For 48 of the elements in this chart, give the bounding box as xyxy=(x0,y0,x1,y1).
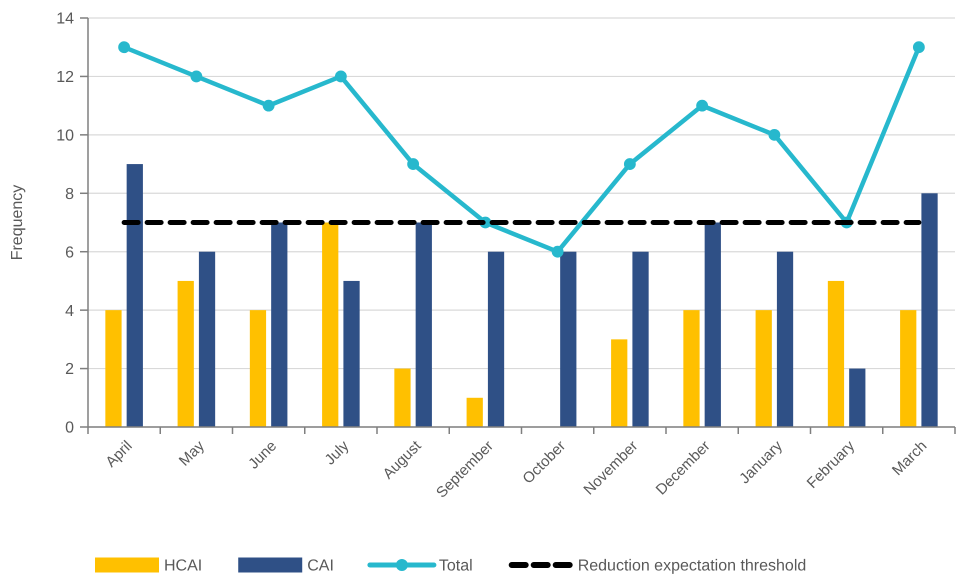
y-tick-label: 4 xyxy=(65,302,74,320)
bar xyxy=(488,252,504,427)
point xyxy=(190,70,202,82)
point xyxy=(262,100,275,112)
bar xyxy=(611,339,628,427)
bar xyxy=(560,252,576,427)
bar xyxy=(416,222,432,427)
bar xyxy=(126,164,143,427)
bar xyxy=(394,368,411,427)
legend-label: HCAI xyxy=(164,558,202,575)
point xyxy=(118,41,130,54)
bar xyxy=(828,280,844,427)
y-tick-label: 2 xyxy=(65,361,74,378)
y-tick-label: 14 xyxy=(56,10,74,28)
bar xyxy=(683,310,700,427)
legend-label: CAI xyxy=(307,558,334,575)
bar xyxy=(756,310,772,427)
bar xyxy=(900,310,916,427)
bar xyxy=(178,280,194,427)
bar xyxy=(271,222,288,427)
bar xyxy=(776,252,794,427)
y-tick-label: 8 xyxy=(65,186,74,203)
x-tick-label: July xyxy=(322,437,353,468)
point xyxy=(334,70,347,82)
point xyxy=(552,246,564,258)
y-tick-label: 6 xyxy=(65,244,74,262)
bar xyxy=(921,193,938,427)
point xyxy=(912,41,925,54)
bar xyxy=(632,252,649,427)
legend-label: Reduction expectation threshold xyxy=(578,558,806,575)
bar xyxy=(704,222,721,427)
point xyxy=(768,128,780,141)
point xyxy=(696,100,708,112)
legend-label: Total xyxy=(438,558,473,575)
y-tick-label: 10 xyxy=(56,127,74,144)
y-tick-label: 12 xyxy=(56,69,74,86)
y-axis-title: Frequency xyxy=(9,184,26,260)
bar xyxy=(105,310,122,427)
bar xyxy=(849,368,866,427)
bar xyxy=(198,252,216,427)
bar xyxy=(250,310,266,427)
x-tick-label: May xyxy=(176,437,208,470)
point xyxy=(407,158,420,170)
bar xyxy=(466,398,483,427)
bar xyxy=(322,222,338,427)
bar xyxy=(343,280,360,427)
y-tick-label: 0 xyxy=(65,420,74,437)
point xyxy=(624,158,636,170)
